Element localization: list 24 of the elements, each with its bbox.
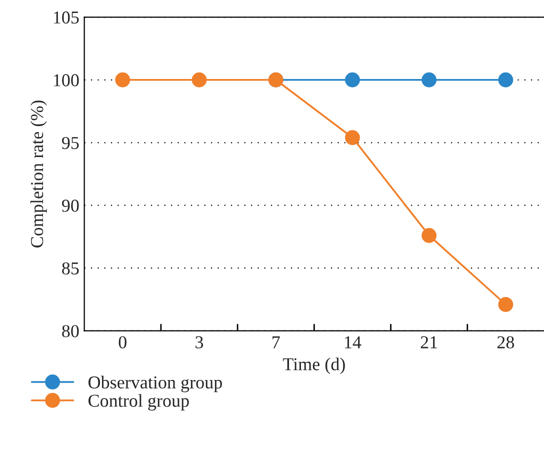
y-tick-label: 80: [62, 325, 79, 338]
y-axis-title: Completion rate (%): [30, 100, 47, 248]
x-tick-label: 14: [345, 336, 362, 348]
legend-label: Control group: [88, 394, 189, 411]
y-tick-label: 90: [62, 200, 79, 212]
point: [422, 72, 437, 88]
x-tick-label: 7: [272, 336, 280, 348]
point: [498, 297, 514, 312]
y-tick-label: 85: [62, 262, 79, 275]
point: [498, 72, 514, 88]
y-tick-label: 95: [62, 136, 79, 150]
x-tick-label: 28: [497, 336, 514, 348]
point: [115, 72, 130, 88]
x-tick-label: 21: [420, 336, 438, 348]
y-tick-label: 105: [54, 11, 79, 24]
y-tick-label: 100: [54, 74, 79, 86]
point: [345, 130, 360, 146]
x-tick-label: 0: [118, 336, 126, 348]
legend-label: Observation group: [88, 376, 222, 392]
x-tick-label: 3: [196, 336, 204, 348]
x-axis-title: Time (d): [282, 358, 345, 374]
point: [345, 72, 360, 88]
point: [192, 72, 207, 88]
point: [422, 228, 437, 243]
